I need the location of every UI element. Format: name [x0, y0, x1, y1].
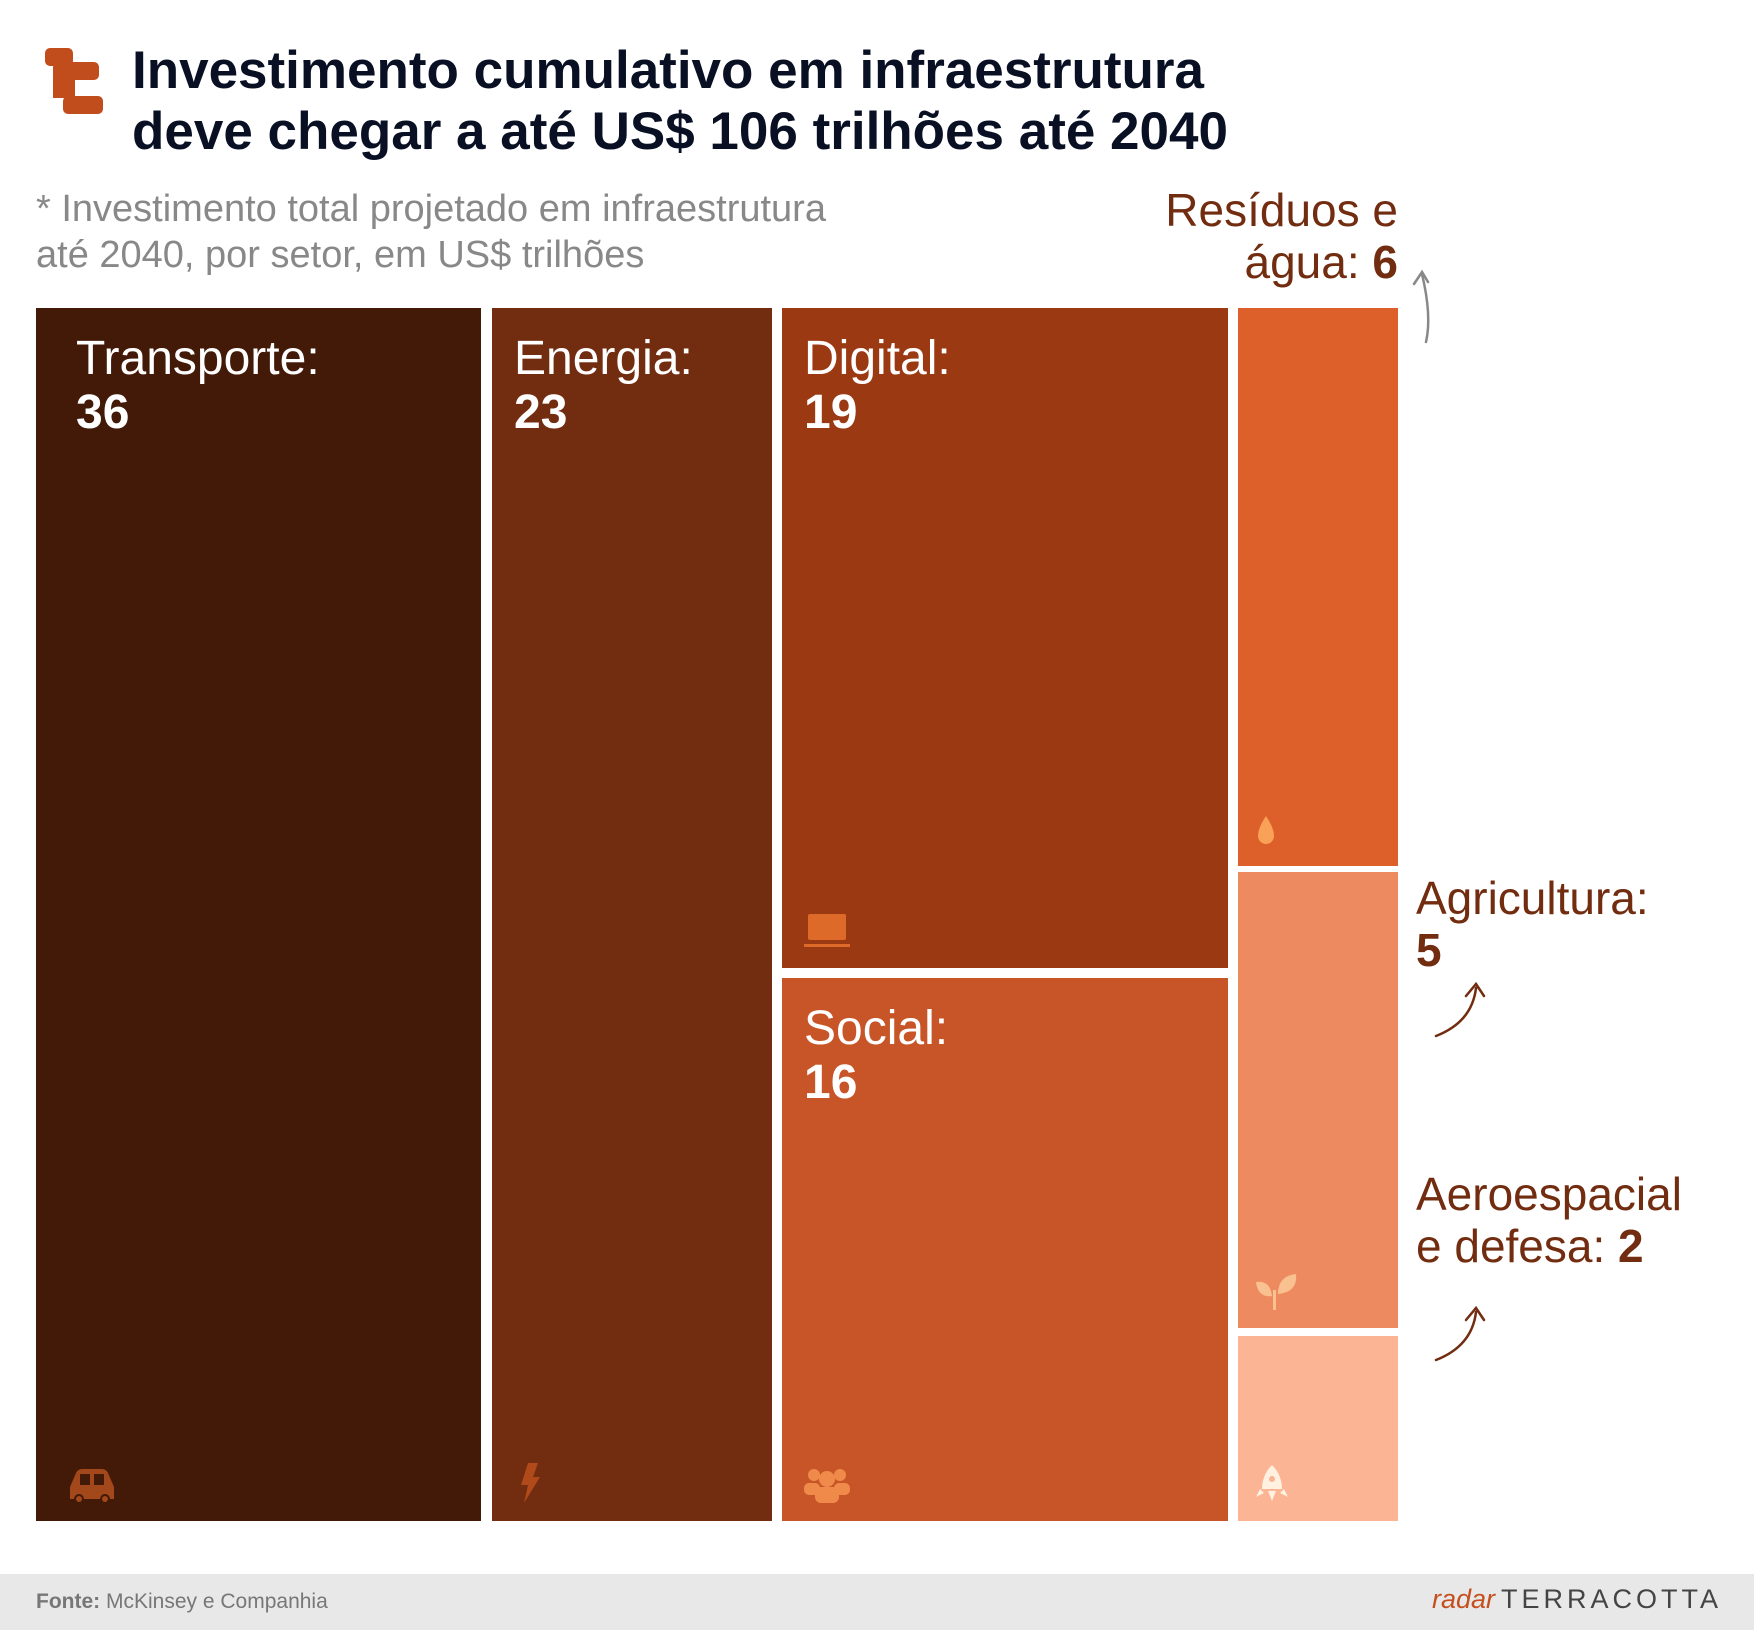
tile-label-name: Social: [804, 1002, 949, 1055]
rocket-icon [1256, 1465, 1288, 1501]
label-line-1: Agricultura: [1416, 872, 1649, 924]
brand-name: TERRACOTTA [1501, 1584, 1722, 1614]
chart-title: Investimento cumulativo em infraestrutur… [132, 40, 1228, 162]
tile-label-name: Transporte: [76, 332, 320, 385]
source-note: Fonte: McKinsey e Companhia [36, 1590, 328, 1614]
arrow-icon [1412, 269, 1430, 344]
car-icon [70, 1469, 114, 1504]
brand-wordmark: radar TERRACOTTA [1432, 1584, 1722, 1615]
title-line-2: deve chegar a até US$ 106 trilhões até 2… [132, 102, 1228, 161]
tile-value: 19 [804, 386, 858, 439]
tile-label: Digital: 19 [804, 332, 951, 440]
tile-label-name: Energia: [514, 332, 693, 385]
subtitle-line-1: * Investimento total projetado em infrae… [36, 188, 826, 230]
tile-social: Social: 16 [782, 978, 1228, 1521]
label-residuos-agua: Resíduos e água: 6 [1165, 184, 1398, 288]
brand-radar: radar [1431, 1584, 1495, 1614]
tile-value: 16 [804, 1056, 858, 1109]
tile-label: Social: 16 [804, 1002, 948, 1110]
water-drop-icon [1258, 816, 1274, 844]
label-line-2: água: [1244, 236, 1360, 288]
tile-value: 2 [1618, 1220, 1644, 1272]
label-agricultura: Agricultura: 5 [1416, 872, 1649, 976]
tile-value: 6 [1372, 236, 1398, 288]
tile-agricultura [1238, 872, 1398, 1328]
title-line-1: Investimento cumulativo em infraestrutur… [132, 41, 1205, 100]
tile-digital: Digital: 19 [782, 308, 1228, 968]
tile-value: 5 [1416, 924, 1442, 976]
source-text: McKinsey e Companhia [106, 1590, 328, 1613]
tile-label: Transporte: 36 [76, 332, 320, 440]
tile-label: Energia: 23 [514, 332, 693, 440]
tile-residuos-agua [1238, 308, 1398, 866]
label-aeroespacial-defesa: Aeroespacial e defesa: 2 [1416, 1168, 1682, 1272]
brand-logo-icon [45, 48, 103, 114]
label-line-1: Aeroespacial [1416, 1168, 1682, 1220]
laptop-icon [804, 914, 850, 947]
tile-label-name: Digital: [804, 332, 951, 385]
footer-bar [0, 1574, 1754, 1630]
chart-subtitle: * Investimento total projetado em infrae… [36, 186, 826, 278]
tile-value: 23 [514, 386, 568, 439]
label-line-1: Resíduos e [1165, 184, 1398, 236]
plant-icon [1256, 1274, 1297, 1310]
subtitle-line-2: até 2040, por setor, em US$ trilhões [36, 234, 645, 276]
tile-energia: Energia: 23 [492, 308, 772, 1521]
arrow-icon [1434, 981, 1486, 1038]
tile-aeroespacial-defesa [1238, 1336, 1398, 1521]
people-icon [804, 1469, 850, 1503]
tile-transporte: Transporte: 36 [36, 308, 481, 1521]
label-line-2: e defesa: [1416, 1220, 1606, 1272]
lightning-icon [521, 1463, 540, 1503]
tile-value: 36 [76, 386, 130, 439]
arrow-icon [1434, 1305, 1486, 1362]
source-label: Fonte: [36, 1590, 101, 1613]
